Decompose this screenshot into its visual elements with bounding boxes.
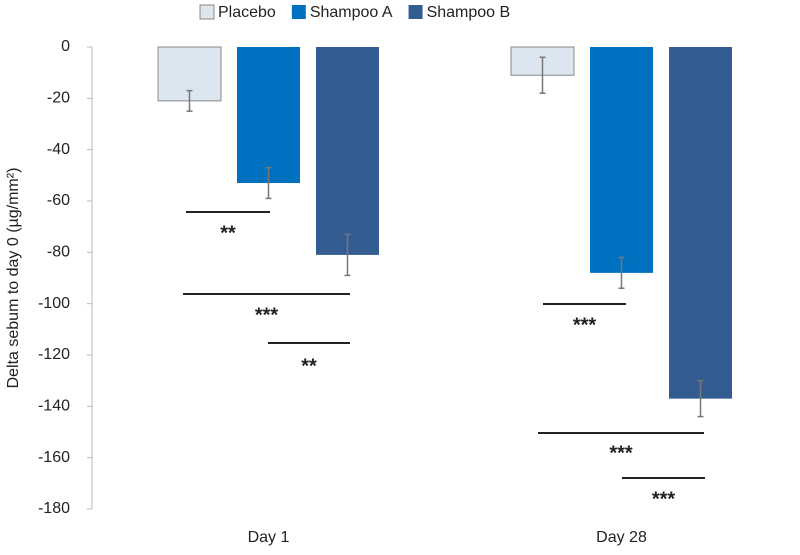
error-bar xyxy=(618,256,625,290)
significance-label: *** xyxy=(255,304,279,326)
y-tick-label: -60 xyxy=(47,192,70,209)
bar xyxy=(590,47,653,273)
y-tick-label: 0 xyxy=(61,38,70,55)
y-tick-label: -140 xyxy=(38,398,70,415)
y-tick-label: -20 xyxy=(47,90,70,107)
y-tick-label: -40 xyxy=(47,141,70,158)
y-axis-label: Delta sebum to day 0 (µg/mm²) xyxy=(5,168,22,389)
legend-swatch xyxy=(291,5,306,19)
y-tick-label: -80 xyxy=(47,244,70,261)
error-bar xyxy=(265,166,272,200)
bar xyxy=(669,47,732,399)
legend-label: Shampoo B xyxy=(427,4,511,21)
bar xyxy=(316,47,379,255)
error-bar xyxy=(539,56,546,94)
bar xyxy=(237,47,300,184)
error-bar xyxy=(344,233,351,277)
significance-label: *** xyxy=(573,314,597,336)
legend-label: Placebo xyxy=(218,4,276,21)
legend-label: Shampoo A xyxy=(310,4,393,21)
legend-swatch xyxy=(199,4,215,20)
legend-swatch xyxy=(408,5,423,19)
error-bar xyxy=(697,379,704,418)
significance-label: ** xyxy=(301,355,317,377)
y-tick-label: -160 xyxy=(38,449,70,466)
y-tick-label: -120 xyxy=(38,346,70,363)
significance-label: *** xyxy=(609,442,633,464)
x-tick-label: Day 28 xyxy=(596,529,647,546)
y-tick-label: -100 xyxy=(38,295,70,312)
significance-label: *** xyxy=(652,488,676,510)
error-bar xyxy=(186,89,193,112)
y-tick-label: -180 xyxy=(38,500,70,517)
significance-label: ** xyxy=(220,222,236,244)
x-tick-label: Day 1 xyxy=(248,529,290,546)
